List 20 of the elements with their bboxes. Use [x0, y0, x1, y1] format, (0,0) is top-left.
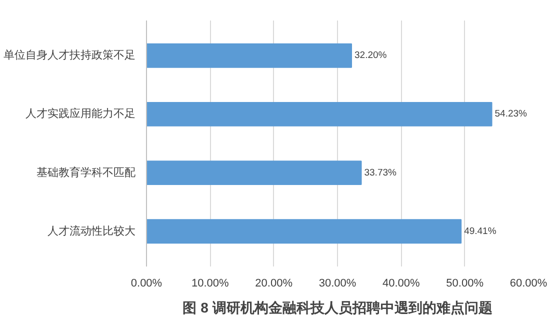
x-tick-label: 50.00%: [446, 278, 484, 290]
bar: [146, 160, 362, 185]
bar: [146, 219, 462, 244]
bar: [146, 102, 492, 126]
x-tick-label: 40.00%: [382, 278, 420, 290]
data-label: 32.20%: [354, 50, 388, 62]
x-tick-label: 20.00%: [255, 278, 293, 290]
data-label: 49.41%: [464, 226, 497, 237]
y-tick-label: 人才实践应用能力不足: [26, 107, 136, 120]
x-tick-label: 60.00%: [510, 278, 548, 290]
x-tick-label: 30.00%: [318, 278, 356, 290]
text: 图 8 调研机构金融科技人员招聘中遇到的难点问题: [182, 300, 492, 316]
data-label: 33.73%: [364, 167, 398, 178]
data-label: 54.23%: [494, 108, 528, 120]
y-tick-label: 单位自身人才扶持政策不足: [4, 48, 136, 62]
x-tick-label: 10.00%: [192, 278, 230, 290]
bar: [146, 43, 352, 68]
x-tick-label: 0.00%: [130, 278, 162, 290]
y-tick-label: 基础教育学科不匹配: [36, 166, 136, 179]
y-tick-label: 人才流动性比较大: [48, 224, 136, 238]
